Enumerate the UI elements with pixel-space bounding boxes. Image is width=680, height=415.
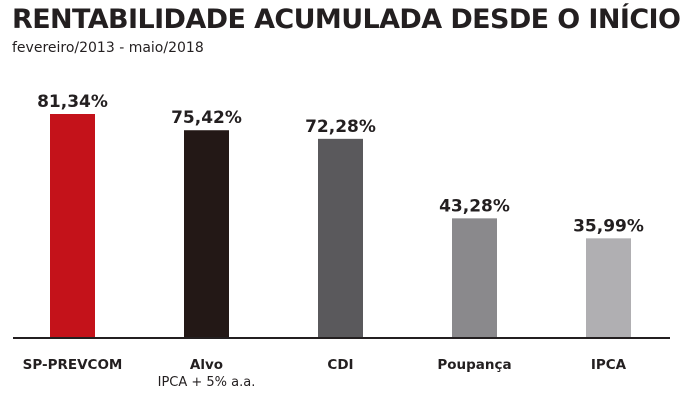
bar-1 [184, 130, 229, 337]
bar-2 [318, 138, 363, 337]
bar-4 [586, 238, 631, 337]
category-label-0: SP-PREVCOM [23, 357, 123, 373]
category-label-3: Poupança [437, 357, 511, 373]
category-label-1: Alvo [190, 357, 223, 373]
category-label-4: IPCA [591, 357, 627, 373]
bar-0 [50, 114, 95, 337]
category-label-2: CDI [327, 357, 353, 373]
category-sublabel-1: IPCA + 5% a.a. [158, 375, 256, 390]
chart-title: RENTABILIDADE ACUMULADA DESDE O INÍCIO [12, 4, 680, 35]
value-label-3: 43,28% [439, 196, 510, 216]
value-label-0: 81,34% [37, 92, 108, 112]
chart-subtitle: fevereiro/2013 - maio/2018 [12, 40, 204, 56]
value-label-2: 72,28% [305, 117, 376, 137]
value-label-4: 35,99% [573, 216, 644, 236]
value-label-1: 75,42% [171, 108, 242, 128]
bar-3 [452, 218, 497, 337]
